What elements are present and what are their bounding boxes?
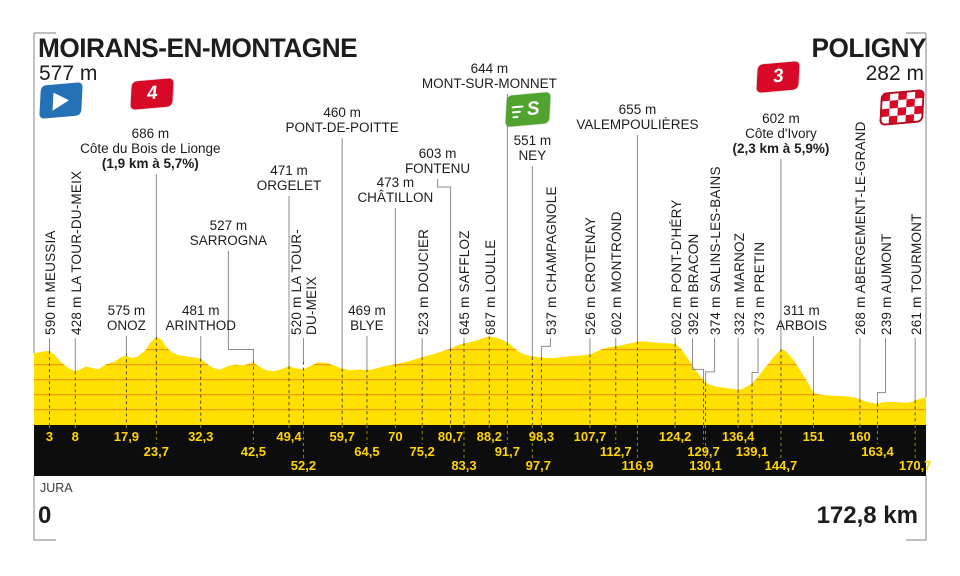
waypoint-label-ney: 551 m NEY — [513, 133, 552, 163]
category-4-climb-icon: 4 — [130, 78, 174, 110]
waypoint-label-abergement-le-grand: 268 m ABERGEMENT-LE-GRAND — [853, 121, 869, 335]
waypoint-label-loulle: 687 m LOULLE — [482, 239, 498, 335]
category-4-label: 4 — [145, 82, 159, 105]
waypoint-label-arinthod: 481 m ARINTHOD — [165, 303, 236, 333]
total-distance-label: 172,8 km — [816, 502, 918, 529]
km-marker-98-3: 98,3 — [528, 429, 555, 444]
km-marker-97-7: 97,7 — [525, 458, 551, 473]
km-marker-124-2: 124,2 — [658, 429, 692, 444]
km-marker-129-7: 129,7 — [687, 443, 720, 459]
leader-line — [751, 338, 759, 384]
km-marker-3: 3 — [45, 429, 54, 444]
km-marker-144-7: 144,7 — [764, 458, 798, 473]
leader-line — [437, 179, 452, 349]
km-marker-32-3: 32,3 — [188, 429, 214, 444]
km-marker-116-9: 116,9 — [621, 458, 654, 473]
checkered-pattern — [879, 89, 925, 126]
waypoint-label-pont-de-poitte: 460 m PONT-DE-POITTE — [285, 105, 399, 135]
km-marker-75-2: 75,2 — [409, 443, 435, 459]
waypoint-label-onoz: 575 m ONOZ — [106, 303, 146, 333]
leader-line — [540, 338, 551, 358]
start-city-title: MOIRANS-EN-MONTAGNE — [38, 33, 358, 63]
waypoint-label-sarrogna: 527 m SARROGNA — [189, 218, 267, 248]
waypoint-label-doucier: 523 m DOUCIER — [415, 228, 431, 335]
depart-flag-triangle — [52, 91, 70, 111]
start-elevation: 577 m — [39, 62, 98, 85]
km-marker-80-7: 80,7 — [437, 429, 464, 444]
km-marker-136-4: 136,4 — [721, 429, 755, 444]
km-marker-130-1: 130,1 — [689, 458, 722, 473]
km-marker-59-7: 59,7 — [329, 429, 355, 444]
depart-flag-icon — [39, 82, 83, 119]
waypoint-label-mont-sur-monnet: 644 m MONT-SUR-MONNET — [421, 61, 557, 91]
waypoint-label-blye: 469 m BLYE — [348, 303, 386, 333]
waypoint-label-fontenu: 603 m FONTENU — [404, 146, 471, 176]
km-marker-112-7: 112,7 — [599, 443, 632, 459]
waypoint-label-c-te-d-ivory: 602 m Côte d'Ivory (2,3 km à 5,9%) — [732, 111, 830, 156]
leader-line — [227, 251, 254, 361]
km-marker-107-7: 107,7 — [573, 429, 607, 444]
km-marker-170-7: 170,7 — [898, 458, 932, 473]
leader-line — [692, 338, 705, 381]
waypoint-label-orgelet: 471 m ORGELET — [256, 163, 322, 193]
km-marker-151: 151 — [802, 429, 825, 444]
waypoint-label-tourmont: 261 m TOURMONT — [908, 213, 924, 335]
km-marker-88-2: 88,2 — [476, 429, 502, 444]
category-3-climb-icon: 3 — [756, 61, 800, 93]
waypoint-label-montrond: 602 m MONTROND — [609, 211, 625, 335]
km-marker-139-1: 139,1 — [735, 443, 769, 459]
finish-elevation: 282 m — [865, 62, 924, 85]
km-bar — [34, 425, 926, 476]
km-marker-70: 70 — [388, 429, 403, 444]
waypoint-label-crotenay: 526 m CROTENAY — [583, 216, 599, 335]
waypoint-label-ch-tillon: 473 m CHÂTILLON — [357, 175, 434, 205]
start-km-label: 0 — [38, 502, 52, 529]
department-label: JURA — [40, 481, 73, 495]
km-marker-163-4: 163,4 — [861, 443, 894, 459]
leader-line — [876, 338, 886, 404]
waypoint-label-c-te-du-bois-de-lionge: 686 m Côte du Bois de Lionge (1,9 km à 5,7… — [80, 126, 221, 171]
km-marker-64-5: 64,5 — [354, 443, 380, 459]
km-marker-160: 160 — [849, 429, 871, 444]
elevation-area — [34, 336, 926, 425]
km-marker-23-7: 23,7 — [143, 443, 169, 459]
waypoint-label-saffloz: 645 m SAFFLOZ — [457, 230, 473, 335]
waypoint-label-valempouli-res: 655 m VALEMPOULIÈRES — [576, 102, 699, 132]
km-marker-8: 8 — [71, 429, 79, 444]
waypoint-label-arbois: 311 m ARBOIS — [775, 303, 827, 333]
km-marker-91-7: 91,7 — [494, 443, 520, 459]
finish-flag-icon — [879, 88, 925, 127]
leader-line — [705, 338, 716, 383]
km-marker-17-9: 17,9 — [113, 429, 140, 444]
finish-city-title: POLIGNY — [811, 33, 927, 63]
km-marker-83-3: 83,3 — [451, 458, 477, 473]
waypoint-label-aumont: 239 m AUMONT — [878, 233, 894, 335]
category-3-label: 3 — [771, 65, 785, 88]
km-marker-49-4: 49,4 — [276, 429, 302, 444]
waypoint-label-champagnole: 537 m CHAMPAGNOLE — [543, 186, 559, 335]
km-marker-52-2: 52,2 — [290, 458, 317, 473]
km-marker-42-5: 42,5 — [240, 443, 267, 459]
waypoint-label-pont-d-h-ry: 602 m PONT-D'HÉRY — [668, 199, 684, 335]
sprint-speed-lines — [511, 102, 525, 121]
